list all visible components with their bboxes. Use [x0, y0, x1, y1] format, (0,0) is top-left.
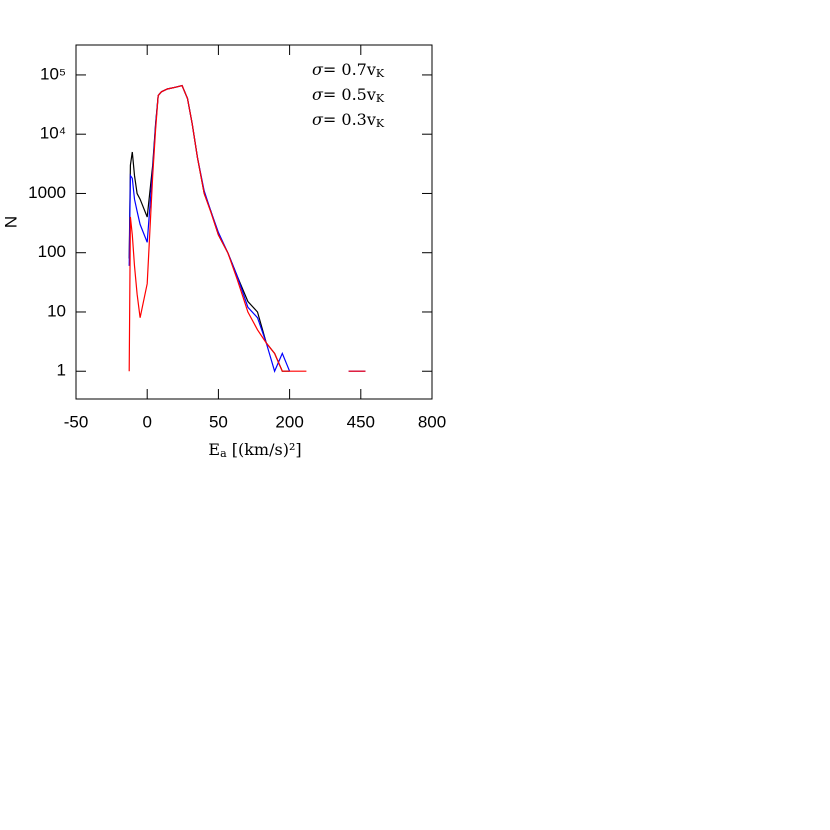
x-tick-label: 450: [347, 412, 375, 431]
legend-part: = 0.3v: [323, 110, 376, 129]
legend-part: K: [376, 67, 385, 80]
y-axis-label: N: [1, 216, 20, 228]
y-tick-label: 10⁵: [40, 64, 66, 83]
y-tick-label: 10: [47, 301, 66, 320]
series-line: [129, 86, 330, 372]
series-line: [128, 84, 366, 372]
plot-frame: [75, 44, 433, 400]
legend-part: = 0.7v: [323, 60, 376, 79]
x-tick-label: 50: [209, 412, 228, 431]
y-tick-label: 10⁴: [40, 124, 66, 143]
legend-part: = 0.5v: [323, 85, 376, 104]
x-tick-label: 800: [418, 412, 446, 431]
x-label-part: E: [208, 440, 220, 459]
legend-entry: σ= 0.5vK: [312, 85, 385, 106]
legend-entry: σ= 0.3vK: [312, 110, 385, 131]
y-tick-label: 1: [57, 361, 66, 380]
x-label-part: a: [220, 447, 227, 460]
legend-part: σ: [312, 85, 324, 104]
x-label-part: [(km/s)²]: [227, 440, 302, 459]
x-tick-label: -50: [64, 412, 89, 431]
legend-part: σ: [312, 110, 324, 129]
legend-part: K: [376, 117, 385, 130]
legend-part: K: [376, 92, 385, 105]
x-tick-label: 200: [275, 412, 303, 431]
x-tick-label: 0: [142, 412, 151, 431]
legend-entry: σ= 0.7vK: [312, 60, 385, 81]
legend-part: σ: [312, 60, 324, 79]
y-tick-label: 100: [38, 242, 66, 261]
x-axis-label: Ea [(km/s)²]: [208, 440, 301, 461]
y-tick-label: 1000: [28, 183, 66, 202]
